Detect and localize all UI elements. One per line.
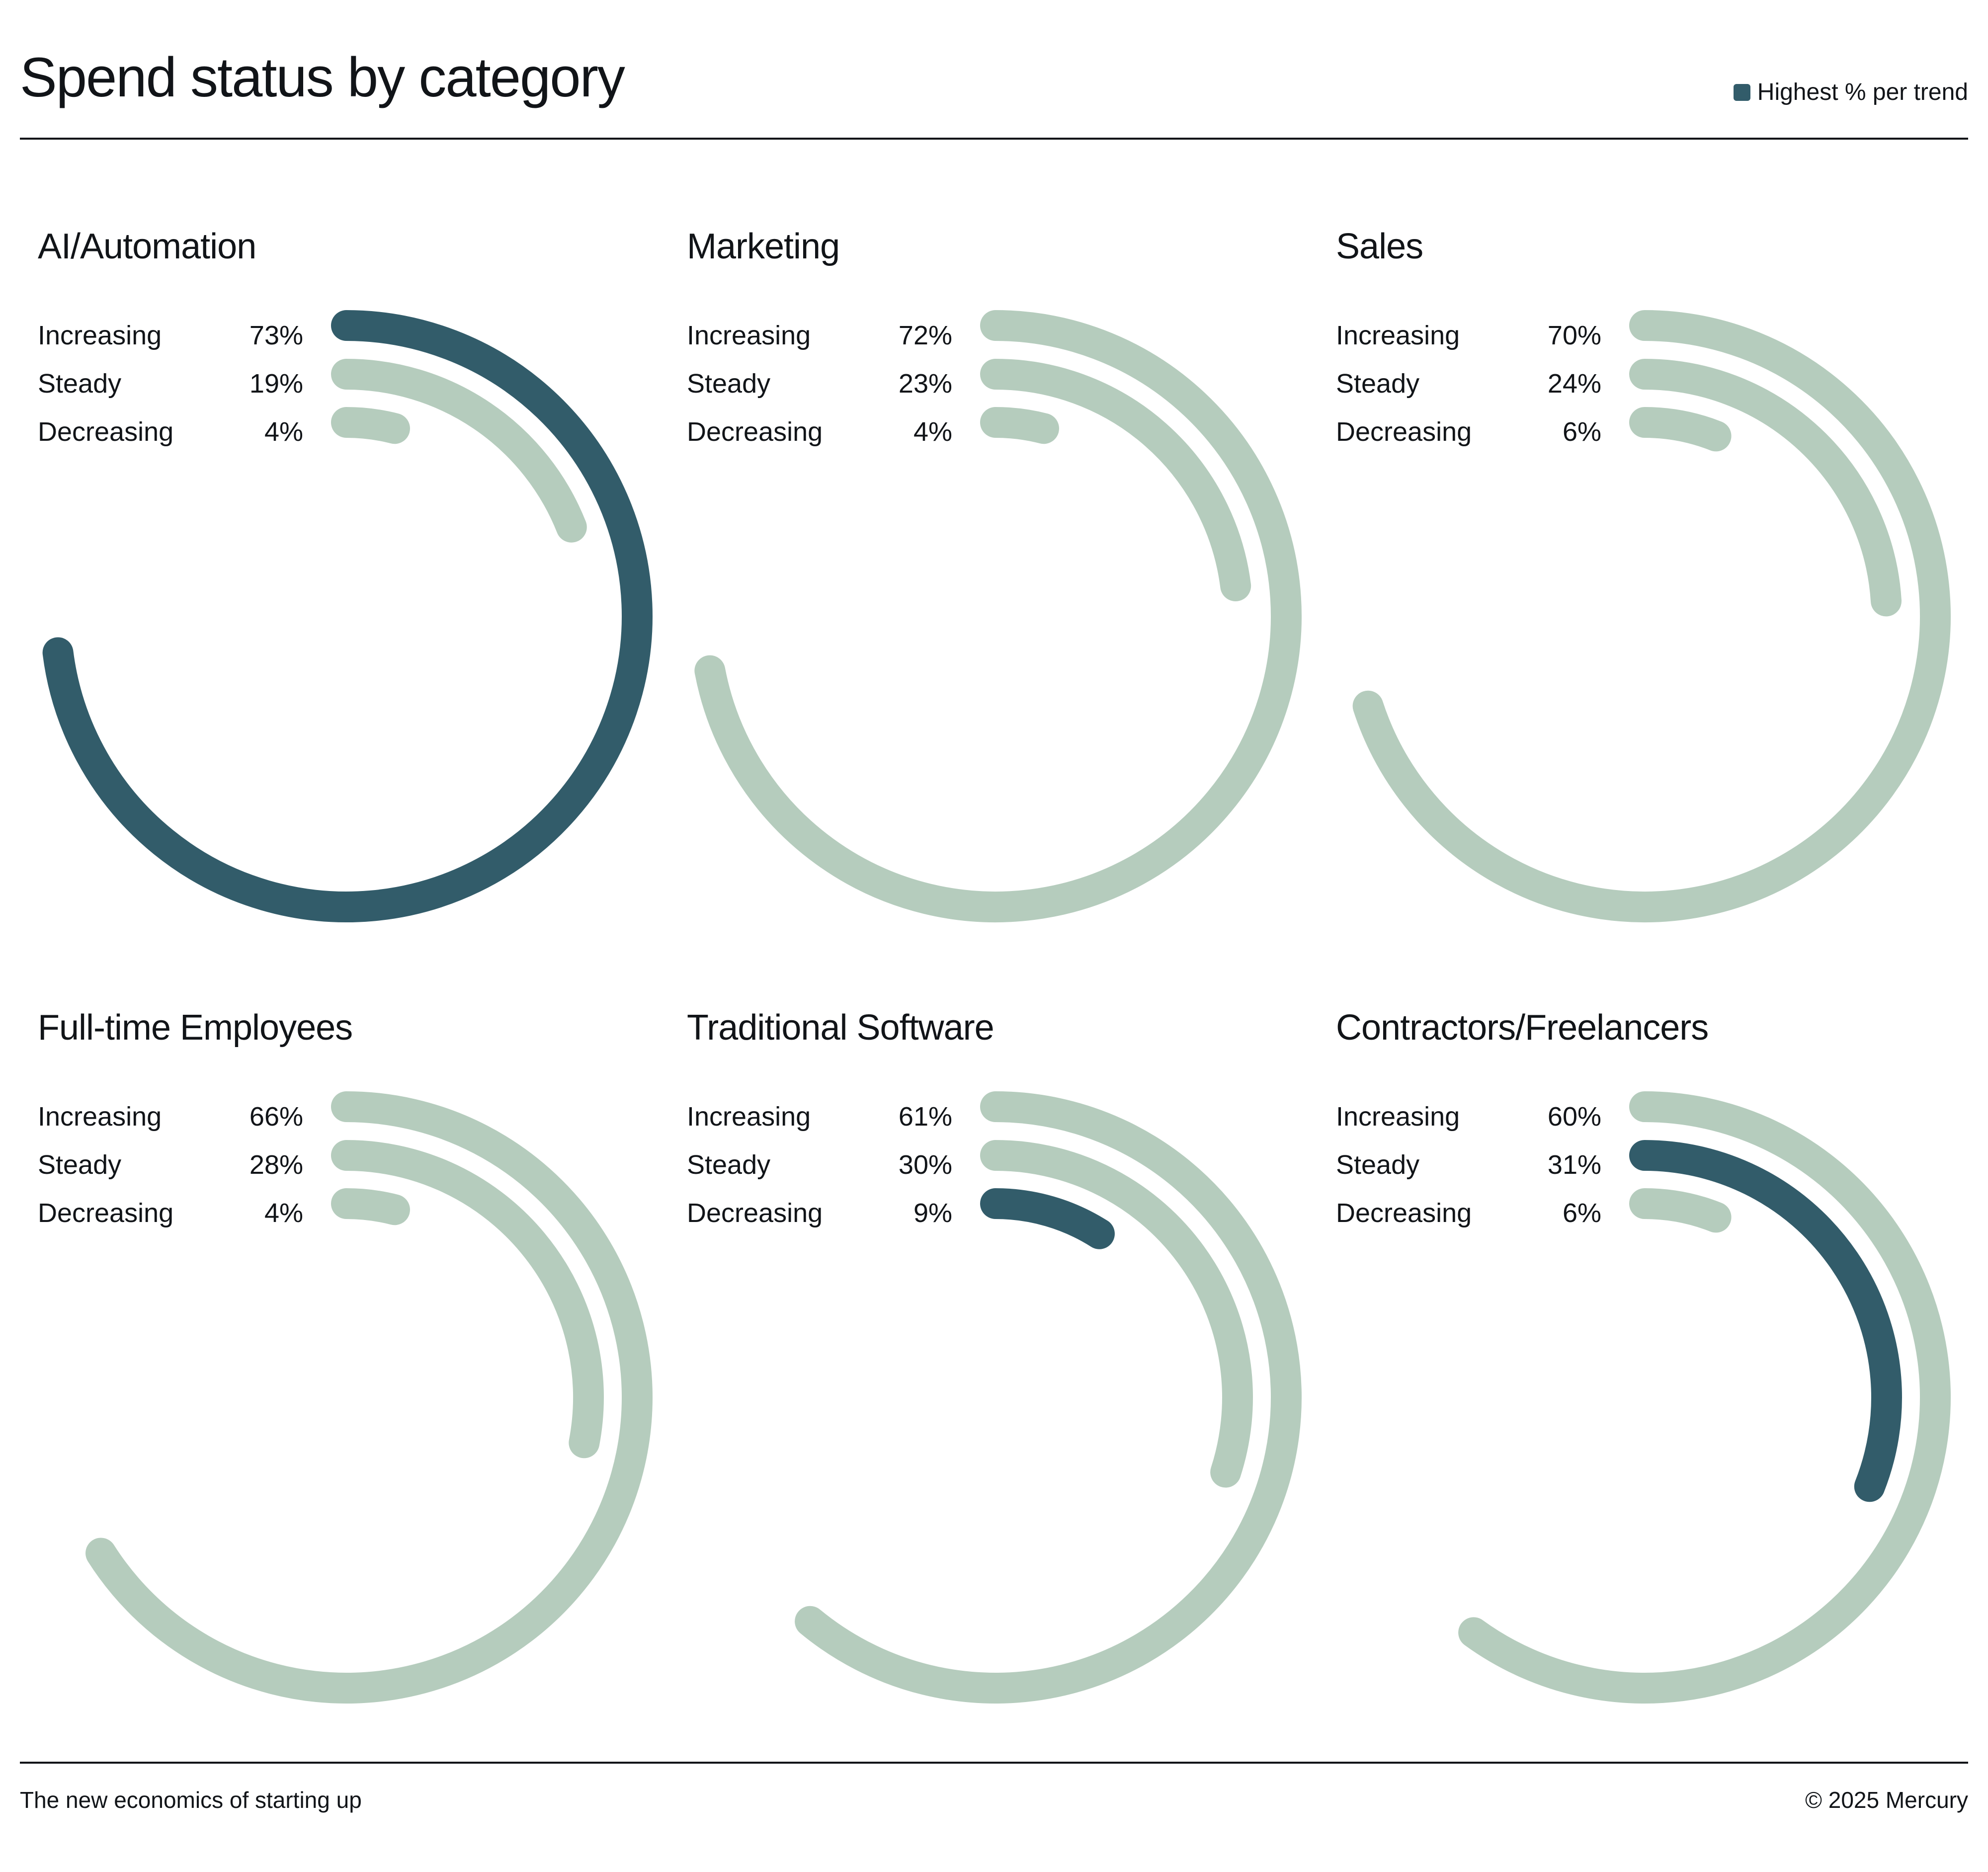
row-value-decreasing: 6%: [1562, 417, 1601, 447]
arc-steady: [331, 1140, 604, 1459]
row-label-decreasing: Decreasing: [38, 417, 174, 447]
legend-swatch: [1733, 83, 1750, 101]
row-label-decreasing: Decreasing: [687, 1198, 823, 1228]
row-label-steady: Steady: [38, 1150, 122, 1180]
row-label-decreasing: Decreasing: [1336, 1198, 1472, 1228]
arc-steady: [980, 1140, 1253, 1488]
header-divider: [20, 138, 1968, 140]
arc-increasing: [1352, 310, 1951, 922]
chart-panel: Marketing Increasing 72% Steady 23% Decr…: [649, 0, 1302, 922]
radial-chart: [795, 1091, 1302, 1704]
radial-chart: [694, 310, 1302, 922]
row-value-decreasing: 4%: [264, 417, 303, 447]
row-value-steady: 23%: [898, 369, 952, 399]
arc-decreasing: [980, 407, 1059, 444]
panel-title: Traditional Software: [687, 1008, 994, 1048]
chart-panel: Full-time Employees Increasing 66% Stead…: [0, 781, 653, 1704]
arc-decreasing: [980, 1188, 1115, 1249]
row-label-increasing: Increasing: [1336, 1102, 1460, 1132]
row-label-increasing: Increasing: [38, 1102, 162, 1132]
row-value-steady: 30%: [898, 1150, 952, 1180]
panel-title: Contractors/Freelancers: [1336, 1008, 1709, 1048]
row-value-decreasing: 6%: [1562, 1198, 1601, 1228]
row-label-decreasing: Decreasing: [38, 1198, 174, 1228]
arc-increasing: [85, 1091, 653, 1704]
arc-decreasing: [331, 407, 410, 444]
row-label-steady: Steady: [687, 1150, 771, 1180]
legend: Highest % per trend: [1733, 79, 1968, 106]
chart-panel: Traditional Software Increasing 61% Stea…: [649, 781, 1302, 1704]
radial-chart: [42, 310, 653, 922]
arc-steady: [331, 359, 587, 543]
radial-chart: [85, 1091, 653, 1704]
row-label-increasing: Increasing: [38, 321, 162, 350]
row-value-decreasing: 9%: [913, 1198, 952, 1228]
row-value-steady: 24%: [1547, 369, 1601, 399]
row-label-steady: Steady: [38, 369, 122, 399]
panel-title: Sales: [1336, 227, 1423, 266]
arc-steady: [1629, 359, 1902, 617]
panel-title: Marketing: [687, 227, 840, 266]
row-value-increasing: 61%: [898, 1102, 952, 1132]
arc-increasing: [42, 310, 653, 922]
arc-steady: [1629, 1140, 1902, 1502]
row-value-increasing: 60%: [1547, 1102, 1601, 1132]
panel-title: Full-time Employees: [38, 1008, 353, 1048]
panel-title: AI/Automation: [38, 227, 256, 266]
row-label-steady: Steady: [1336, 1150, 1420, 1180]
arc-decreasing: [1629, 1188, 1732, 1233]
arc-steady: [980, 359, 1251, 601]
arc-decreasing: [1629, 407, 1732, 452]
arc-increasing: [694, 310, 1302, 922]
row-value-increasing: 70%: [1547, 321, 1601, 350]
arc-increasing: [1458, 1091, 1951, 1704]
legend-label: Highest % per trend: [1757, 79, 1968, 105]
row-value-steady: 19%: [249, 369, 303, 399]
row-label-increasing: Increasing: [687, 321, 811, 350]
row-value-increasing: 72%: [898, 321, 952, 350]
row-value-steady: 28%: [249, 1150, 303, 1180]
radial-chart: [1458, 1091, 1951, 1704]
chart-panel: AI/Automation Increasing 73% Steady 19% …: [0, 0, 653, 922]
footer-copyright: © 2025 Mercury: [1805, 1787, 1968, 1813]
row-label-steady: Steady: [1336, 369, 1420, 399]
chart-panel: Sales Increasing 70% Steady 24% Decreasi…: [1298, 0, 1951, 922]
row-label-decreasing: Decreasing: [687, 417, 823, 447]
chart-panel: Contractors/Freelancers Increasing 60% S…: [1298, 781, 1951, 1704]
row-label-decreasing: Decreasing: [1336, 417, 1472, 447]
arc-decreasing: [331, 1188, 410, 1225]
row-value-decreasing: 4%: [913, 417, 952, 447]
row-label-steady: Steady: [687, 369, 771, 399]
arc-increasing: [795, 1091, 1302, 1704]
row-value-increasing: 73%: [249, 321, 303, 350]
row-value-increasing: 66%: [249, 1102, 303, 1132]
page-title: Spend status by category: [20, 46, 625, 108]
row-value-decreasing: 4%: [264, 1198, 303, 1228]
row-label-increasing: Increasing: [1336, 321, 1460, 350]
footer-publication: The new economics of starting up: [20, 1787, 362, 1813]
row-label-increasing: Increasing: [687, 1102, 811, 1132]
footer-divider: [20, 1762, 1968, 1764]
radial-chart: [1352, 310, 1951, 922]
row-value-steady: 31%: [1547, 1150, 1601, 1180]
